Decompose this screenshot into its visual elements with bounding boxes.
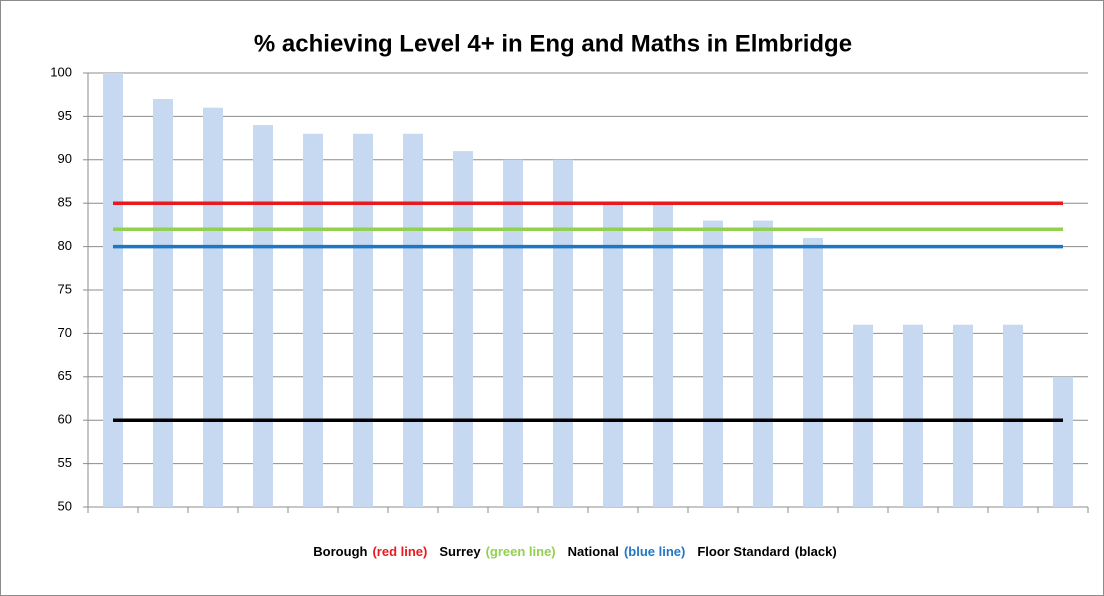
legend-note: (green line) xyxy=(486,544,556,559)
bar xyxy=(503,159,523,508)
y-tick-label: 70 xyxy=(58,325,72,340)
bar xyxy=(653,203,673,507)
bar xyxy=(353,133,373,507)
legend-name: National xyxy=(568,544,619,559)
bar xyxy=(603,203,623,507)
y-tick-label: 85 xyxy=(58,195,72,210)
legend-name: Borough xyxy=(313,544,367,559)
bar xyxy=(203,107,223,507)
bar xyxy=(753,220,773,507)
bar xyxy=(303,133,323,507)
y-tick-label: 55 xyxy=(58,455,72,470)
y-tick-label: 60 xyxy=(58,412,72,427)
y-tick-label: 95 xyxy=(58,108,72,123)
y-tick-label: 90 xyxy=(58,151,72,166)
bar xyxy=(553,159,573,508)
legend-note: (blue line) xyxy=(624,544,685,559)
chart-title: % achieving Level 4+ in Eng and Maths in… xyxy=(254,30,852,57)
legend: Borough (red line) Surrey (green line) Natio… xyxy=(313,544,836,559)
bar xyxy=(853,324,873,507)
legend-name: Floor Standard xyxy=(697,544,790,559)
bar xyxy=(953,324,973,507)
bar xyxy=(703,220,723,507)
bar xyxy=(403,133,423,507)
bar xyxy=(803,237,823,508)
bar xyxy=(153,99,173,507)
y-tick-label: 75 xyxy=(58,281,72,296)
bar xyxy=(1003,324,1023,507)
legend-note: (red line) xyxy=(372,544,427,559)
y-tick-label: 50 xyxy=(58,498,72,513)
legend-note: (black) xyxy=(795,544,837,559)
legend-name: Surrey xyxy=(439,544,481,559)
bar xyxy=(253,125,273,507)
bar xyxy=(453,151,473,507)
y-tick-label: 100 xyxy=(50,64,72,79)
y-tick-label: 80 xyxy=(58,238,72,253)
bar xyxy=(903,324,923,507)
bar xyxy=(103,73,123,507)
y-tick-label: 65 xyxy=(58,368,72,383)
bar xyxy=(1053,376,1073,507)
